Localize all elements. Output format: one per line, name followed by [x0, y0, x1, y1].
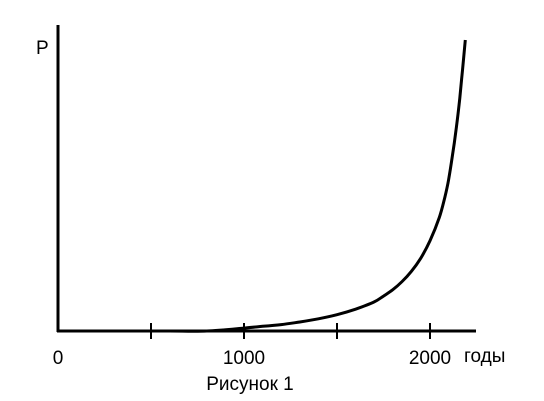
x-tick-label: 1000 — [223, 348, 265, 369]
x-axis-label: годы — [464, 346, 505, 367]
x-tick-label: 2000 — [409, 348, 451, 369]
figure-caption: Рисунок 1 — [206, 374, 294, 395]
x-tick-label: 0 — [53, 348, 64, 369]
y-axis-label: Р — [36, 38, 49, 59]
x-tick-labels: 0 1000 2000 — [53, 348, 451, 369]
data-curve — [58, 39, 467, 333]
